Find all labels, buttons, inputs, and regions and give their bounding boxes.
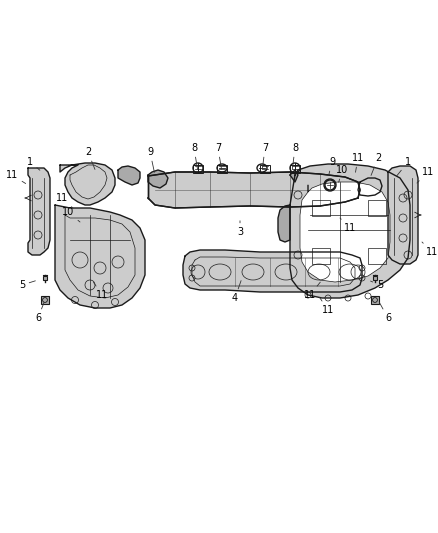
Text: 7: 7 bbox=[262, 143, 268, 169]
Polygon shape bbox=[290, 170, 298, 182]
Bar bbox=[371, 296, 379, 304]
Text: 9: 9 bbox=[328, 157, 335, 175]
Text: 3: 3 bbox=[237, 221, 243, 237]
Bar bbox=[41, 296, 49, 304]
Text: 11: 11 bbox=[320, 297, 334, 315]
Text: 6: 6 bbox=[379, 302, 391, 323]
Polygon shape bbox=[278, 205, 290, 242]
Polygon shape bbox=[28, 168, 50, 255]
Polygon shape bbox=[358, 178, 382, 196]
Text: 2: 2 bbox=[85, 147, 95, 169]
Bar bbox=[368, 248, 386, 264]
Text: 1: 1 bbox=[397, 157, 411, 176]
Text: 11: 11 bbox=[340, 218, 356, 233]
Text: 11: 11 bbox=[56, 193, 73, 208]
Text: 9: 9 bbox=[147, 147, 155, 172]
Text: 11: 11 bbox=[422, 242, 438, 257]
Text: 6: 6 bbox=[35, 303, 44, 323]
Polygon shape bbox=[60, 163, 115, 205]
Bar bbox=[217, 165, 227, 173]
Text: 1: 1 bbox=[27, 157, 40, 170]
Polygon shape bbox=[148, 172, 360, 208]
Bar bbox=[312, 248, 330, 264]
Polygon shape bbox=[388, 166, 418, 264]
Polygon shape bbox=[290, 164, 410, 298]
Bar bbox=[260, 165, 270, 173]
Text: 7: 7 bbox=[215, 143, 222, 169]
Bar bbox=[312, 200, 330, 216]
Bar bbox=[373, 276, 377, 280]
Text: 5: 5 bbox=[19, 280, 35, 290]
Text: 11: 11 bbox=[352, 153, 364, 172]
Polygon shape bbox=[148, 170, 168, 188]
Bar bbox=[290, 165, 300, 173]
Bar bbox=[368, 200, 386, 216]
Text: 11: 11 bbox=[94, 282, 108, 300]
Text: 8: 8 bbox=[191, 143, 198, 169]
Polygon shape bbox=[55, 205, 145, 308]
Text: 10: 10 bbox=[62, 207, 80, 222]
Text: 11: 11 bbox=[417, 167, 434, 183]
Text: 8: 8 bbox=[292, 143, 298, 169]
Text: 2: 2 bbox=[371, 153, 381, 175]
Text: 10: 10 bbox=[336, 165, 348, 182]
Polygon shape bbox=[300, 182, 390, 282]
Polygon shape bbox=[183, 250, 362, 292]
Bar bbox=[193, 165, 203, 173]
Text: 11: 11 bbox=[304, 282, 320, 300]
Polygon shape bbox=[118, 166, 140, 185]
Text: 5: 5 bbox=[371, 280, 383, 290]
Text: 11: 11 bbox=[6, 170, 26, 183]
Bar bbox=[43, 276, 47, 280]
Text: 4: 4 bbox=[232, 280, 241, 303]
